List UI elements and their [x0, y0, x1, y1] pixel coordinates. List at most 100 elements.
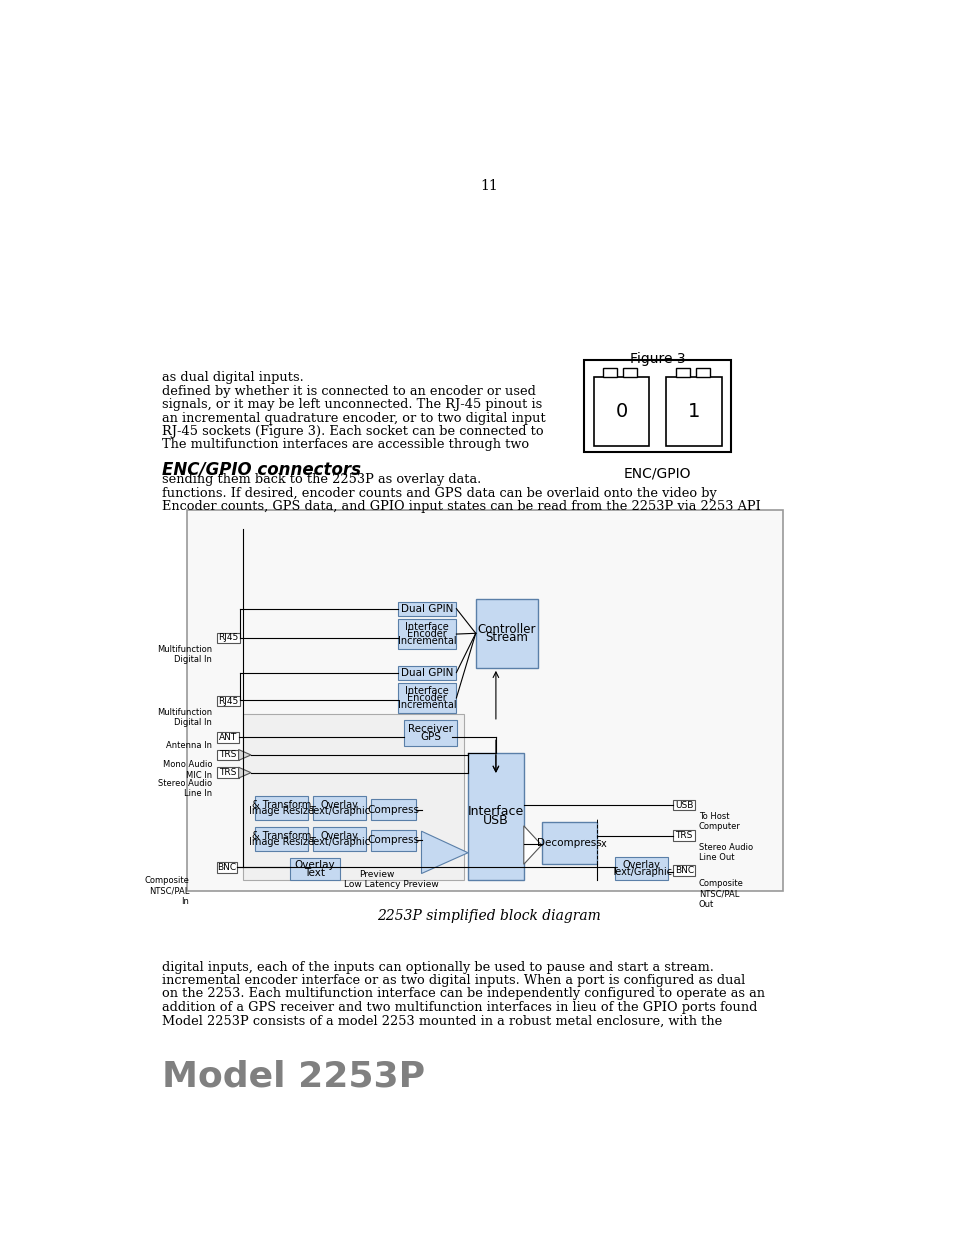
Bar	[313, 795, 365, 820]
Text: Text: Text	[304, 867, 325, 878]
Text: Text/Graphic: Text/Graphic	[611, 867, 672, 877]
Text: Encoder: Encoder	[407, 629, 447, 638]
Text: digital inputs, each of the inputs can optionally be used to pause and start a s: digital inputs, each of the inputs can o…	[162, 961, 713, 973]
Text: ENC/GPIO: ENC/GPIO	[623, 466, 691, 480]
Polygon shape	[238, 750, 251, 761]
Text: Antenna In: Antenna In	[166, 741, 212, 750]
Text: Text/Graphic: Text/Graphic	[309, 837, 370, 847]
Text: TRS: TRS	[219, 751, 236, 760]
Text: Interface: Interface	[467, 805, 523, 819]
Text: Overlay: Overlay	[320, 800, 358, 810]
Bar	[615, 857, 667, 879]
Text: 2253P simplified block diagram: 2253P simplified block diagram	[376, 909, 600, 923]
Text: Encoder counts, GPS data, and GPIO input states can be read from the 2253P via 2: Encoder counts, GPS data, and GPIO input…	[162, 500, 760, 513]
Text: Model 2253P: Model 2253P	[162, 1060, 424, 1093]
Text: Figure 3: Figure 3	[629, 352, 685, 367]
Text: Incremental: Incremental	[397, 636, 456, 646]
Bar	[673, 799, 695, 810]
Bar	[541, 823, 597, 864]
Text: Interface: Interface	[405, 687, 449, 697]
Text: on the 2253. Each multifunction interface can be independently configured to ope: on the 2253. Each multifunction interfac…	[162, 988, 764, 1000]
Text: Overlay: Overlay	[320, 830, 358, 841]
Text: Decompress: Decompress	[537, 839, 601, 848]
Text: Dual GPIN: Dual GPIN	[400, 668, 453, 678]
Bar	[468, 752, 523, 879]
Text: To Host
Computer: To Host Computer	[699, 811, 740, 831]
Text: USB: USB	[482, 814, 508, 827]
Text: Multifunction
Digital In: Multifunction Digital In	[157, 645, 212, 664]
Bar	[397, 620, 456, 648]
Text: Image Resize: Image Resize	[249, 806, 314, 816]
Bar	[313, 826, 365, 851]
Text: Multifunction
Digital In: Multifunction Digital In	[157, 708, 212, 727]
Text: TRS: TRS	[675, 831, 692, 840]
Bar	[695, 368, 709, 377]
Text: RJ45: RJ45	[218, 697, 238, 705]
Bar	[254, 795, 307, 820]
Polygon shape	[523, 826, 541, 864]
Text: Composite
NTSC/PAL
Out: Composite NTSC/PAL Out	[699, 879, 743, 909]
Text: Preview: Preview	[359, 869, 395, 878]
Bar	[583, 359, 731, 452]
Text: Controller: Controller	[477, 622, 536, 636]
Bar	[397, 601, 456, 615]
Text: Interface: Interface	[405, 622, 449, 632]
Text: Text/Graphic: Text/Graphic	[309, 806, 370, 816]
Bar	[673, 830, 695, 841]
Bar	[290, 858, 340, 879]
Text: signals, or it may be left unconnected. The RJ-45 pinout is: signals, or it may be left unconnected. …	[162, 398, 541, 411]
Text: ANT: ANT	[218, 732, 236, 742]
Bar	[216, 632, 240, 643]
Text: The multifunction interfaces are accessible through two: The multifunction interfaces are accessi…	[162, 438, 529, 452]
Text: USB: USB	[675, 800, 693, 809]
Text: Compress: Compress	[367, 805, 419, 815]
Text: & Transform: & Transform	[252, 830, 311, 841]
Bar	[371, 799, 416, 820]
Text: x: x	[600, 839, 606, 848]
Text: Incremental: Incremental	[397, 700, 456, 710]
Text: Composite
NTSC/PAL
In: Composite NTSC/PAL In	[144, 876, 189, 905]
Text: incremental encoder interface or as two digital inputs. When a port is configure: incremental encoder interface or as two …	[162, 974, 744, 987]
Text: 0: 0	[615, 403, 627, 421]
Text: as dual digital inputs.: as dual digital inputs.	[162, 370, 303, 384]
Text: an incremental quadrature encoder, or to two digital input: an incremental quadrature encoder, or to…	[162, 411, 545, 425]
Text: Stream: Stream	[485, 631, 528, 643]
Bar	[404, 720, 456, 746]
Bar	[216, 862, 236, 873]
Text: GPS: GPS	[420, 731, 441, 742]
Text: RJ45: RJ45	[218, 634, 238, 642]
Polygon shape	[238, 767, 251, 778]
Bar	[476, 599, 537, 668]
Bar	[371, 830, 416, 851]
Text: Overlay: Overlay	[622, 860, 659, 869]
Text: 1: 1	[687, 403, 700, 421]
Bar	[397, 666, 456, 679]
Bar	[243, 714, 464, 879]
Bar	[602, 368, 617, 377]
Text: Low Latency Preview: Low Latency Preview	[344, 879, 438, 889]
Text: defined by whether it is connected to an encoder or used: defined by whether it is connected to an…	[162, 384, 536, 398]
Text: RJ-45 sockets (Figure 3). Each socket can be connected to: RJ-45 sockets (Figure 3). Each socket ca…	[162, 425, 543, 438]
Text: sending them back to the 2253P as overlay data.: sending them back to the 2253P as overla…	[162, 473, 480, 487]
Text: Image Resize: Image Resize	[249, 837, 314, 847]
Bar	[622, 368, 637, 377]
Bar	[254, 826, 307, 851]
Text: BNC: BNC	[217, 863, 236, 872]
Text: TRS: TRS	[219, 768, 236, 777]
Bar	[187, 510, 781, 892]
Text: 11: 11	[479, 179, 497, 193]
Text: & Transform: & Transform	[252, 800, 311, 810]
Bar	[216, 750, 238, 761]
Bar	[216, 732, 238, 742]
Text: Stereo Audio
Line Out: Stereo Audio Line Out	[699, 842, 752, 862]
Text: Receiver: Receiver	[408, 725, 453, 735]
Text: Mono Audio
MIC In: Mono Audio MIC In	[163, 761, 212, 779]
Bar	[216, 767, 238, 778]
Text: Encoder: Encoder	[407, 693, 447, 703]
Text: Model 2253P consists of a model 2253 mounted in a robust metal enclosure, with t: Model 2253P consists of a model 2253 mou…	[162, 1014, 721, 1028]
Bar	[673, 864, 695, 876]
Text: ENC/GPIO connectors: ENC/GPIO connectors	[162, 461, 360, 478]
Text: Stereo Audio
Line In: Stereo Audio Line In	[158, 779, 212, 798]
Bar	[675, 368, 689, 377]
Bar	[216, 695, 240, 706]
